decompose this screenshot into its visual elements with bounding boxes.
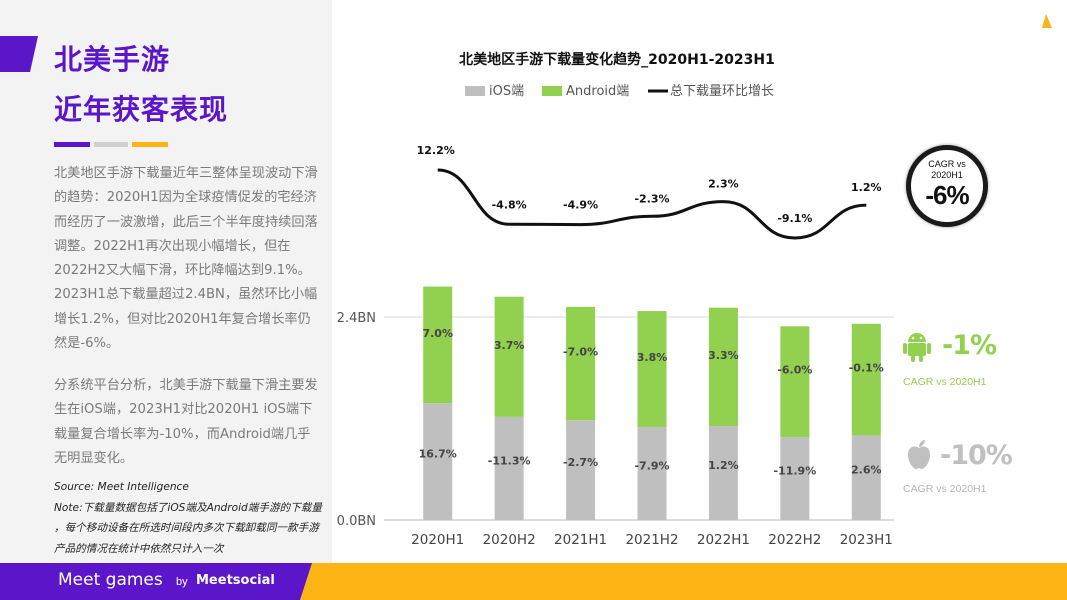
page-title-line1: 北美手游 xyxy=(54,43,171,76)
footer-by-text: by xyxy=(176,576,188,588)
chart-bars xyxy=(423,286,881,520)
growth-label-2020H1: 12.2% xyxy=(417,144,455,157)
bar-label-android-2021H1: -7.0% xyxy=(563,346,598,359)
strip-orange xyxy=(132,142,168,147)
x-tick-label-2020H1: 2020H1 xyxy=(411,532,464,548)
growth-label-2021H1: -4.9% xyxy=(563,199,598,212)
strip-gray xyxy=(94,142,128,147)
x-tick-label-2022H1: 2022H1 xyxy=(697,532,750,548)
corner-flame-icon xyxy=(1042,14,1052,28)
summary-paragraph-2: 分系统平台分析，北美手游下载量下滑主要发生在iOS端，2023H1对比2020H… xyxy=(54,378,318,466)
android-cagr-label: CAGR vs 2020H1 xyxy=(903,376,987,388)
bar-android-2021H1 xyxy=(566,306,596,421)
bar-ios-2020H1 xyxy=(423,403,453,520)
legend-android-label: Android端 xyxy=(566,84,629,99)
chart-x-ticks: 2020H1 2020H2 2021H1 2021H2 2022H1 2022H2 2023… xyxy=(411,532,893,548)
y-tick-label-1: 2.4BN xyxy=(337,311,376,326)
bar-ios-2020H2 xyxy=(494,416,524,520)
growth-label-2022H1: 2.3% xyxy=(708,178,739,191)
ios-cagr-label: CAGR vs 2020H1 xyxy=(903,483,987,495)
bar-label-android-2021H2: 3.8% xyxy=(637,351,668,364)
bar-ios-2023H1 xyxy=(851,435,881,520)
bar-ios-2021H1 xyxy=(566,420,596,520)
bar-android-2020H1 xyxy=(423,286,453,404)
chart-y-ticks: 0.0BN 2.4BN xyxy=(337,311,376,529)
bar-label-android-2022H2: -6.0% xyxy=(777,364,812,377)
bar-android-2021H2 xyxy=(637,311,667,427)
bar-label-ios-2021H1: -2.7% xyxy=(563,456,598,469)
growth-line-path xyxy=(437,168,867,240)
bar-ios-2022H1 xyxy=(708,426,738,520)
growth-label-2023H1: 1.2% xyxy=(851,181,882,194)
download-trend-chart: 北美地区手游下载量变化趋势_2020H1-2023H1 iOS端 Android… xyxy=(337,51,894,548)
bar-label-android-2020H1: 7.0% xyxy=(422,327,453,340)
purple-accent-bar xyxy=(0,36,38,72)
android-cagr-value: -1% xyxy=(942,330,997,361)
legend-android-swatch xyxy=(542,86,562,96)
bar-ios-2022H2 xyxy=(780,437,810,520)
chart-growth-line xyxy=(437,168,867,240)
x-tick-label-2023H1: 2023H1 xyxy=(840,532,893,548)
bar-label-android-2020H2: 3.7% xyxy=(494,339,525,352)
x-tick-label-2021H1: 2021H1 xyxy=(554,532,607,548)
summary-paragraph-1: 北美地区手游下载量近年三整体呈现波动下滑的趋势：2020H1因为全球疫情促发的宅… xyxy=(54,166,318,352)
left-panel xyxy=(0,0,332,563)
y-tick-label-0: 0.0BN xyxy=(337,514,376,529)
bar-label-ios-2020H1: 16.7% xyxy=(419,448,457,461)
x-tick-label-2021H2: 2021H2 xyxy=(625,532,678,548)
bar-android-2022H2 xyxy=(780,326,810,438)
bar-label-ios-2023H1: 2.6% xyxy=(851,464,882,477)
meetgames-logo: Meet games xyxy=(58,570,163,590)
legend-line-label: 总下载量环比增长 xyxy=(670,84,774,99)
total-cagr-value: -6% xyxy=(925,180,969,210)
legend-ios-swatch xyxy=(465,86,485,96)
bar-android-2022H1 xyxy=(708,307,738,427)
chart-growth-labels: 12.2% -4.8% -4.9% -2.3% 2.3% -9.1% 1.2% xyxy=(417,144,882,225)
note-line: Note:下载量数据包括了iOS端及Android端手游的下载量 ，每个移动设备… xyxy=(54,501,322,555)
bar-label-android-2023H1: -0.1% xyxy=(849,362,884,375)
meetsocial-logo: Meetsocial xyxy=(196,573,275,588)
total-cagr-badge: CAGR vs 2020H1 -6% xyxy=(906,145,988,227)
legend-ios-label: iOS端 xyxy=(489,84,524,99)
bar-ios-2021H2 xyxy=(637,426,667,520)
page-title-line2: 近年获客表现 xyxy=(54,93,229,126)
x-tick-label-2022H2: 2022H2 xyxy=(768,532,821,548)
bar-label-ios-2022H1: 1.2% xyxy=(708,459,739,472)
footer-bar xyxy=(0,563,1067,600)
apple-icon xyxy=(908,440,930,469)
bar-label-ios-2020H2: -11.3% xyxy=(488,454,531,467)
bar-android-2023H1 xyxy=(851,323,881,436)
bar-label-android-2022H1: 3.3% xyxy=(708,349,739,362)
chart-legend: iOS端 Android端 总下载量环比增长 xyxy=(465,84,774,99)
growth-label-2022H2: -9.1% xyxy=(777,212,812,225)
source-note: Source: Meet Intelligence Note:下载量数据包括了i… xyxy=(54,477,324,559)
ios-cagr-value: -10% xyxy=(940,440,1013,471)
strip-purple xyxy=(54,142,90,147)
total-cagr-label: CAGR vs 2020H1 xyxy=(928,159,966,180)
chart-bar-labels: 16.7% 7.0% -11.3% 3.7% -2.7% -7.0% -7.9% 3.8% 1.… xyxy=(419,327,884,478)
android-icon xyxy=(903,333,931,362)
growth-label-2021H2: -2.3% xyxy=(634,192,669,205)
bar-android-2020H2 xyxy=(494,296,524,417)
x-tick-label-2020H2: 2020H2 xyxy=(483,532,536,548)
bar-label-ios-2021H2: -7.9% xyxy=(634,459,669,472)
source-line: Source: Meet Intelligence xyxy=(54,481,189,493)
growth-label-2020H2: -4.8% xyxy=(492,198,527,211)
chart-title: 北美地区手游下载量变化趋势_2020H1-2023H1 xyxy=(459,51,775,68)
bar-label-ios-2022H2: -11.9% xyxy=(773,465,816,478)
